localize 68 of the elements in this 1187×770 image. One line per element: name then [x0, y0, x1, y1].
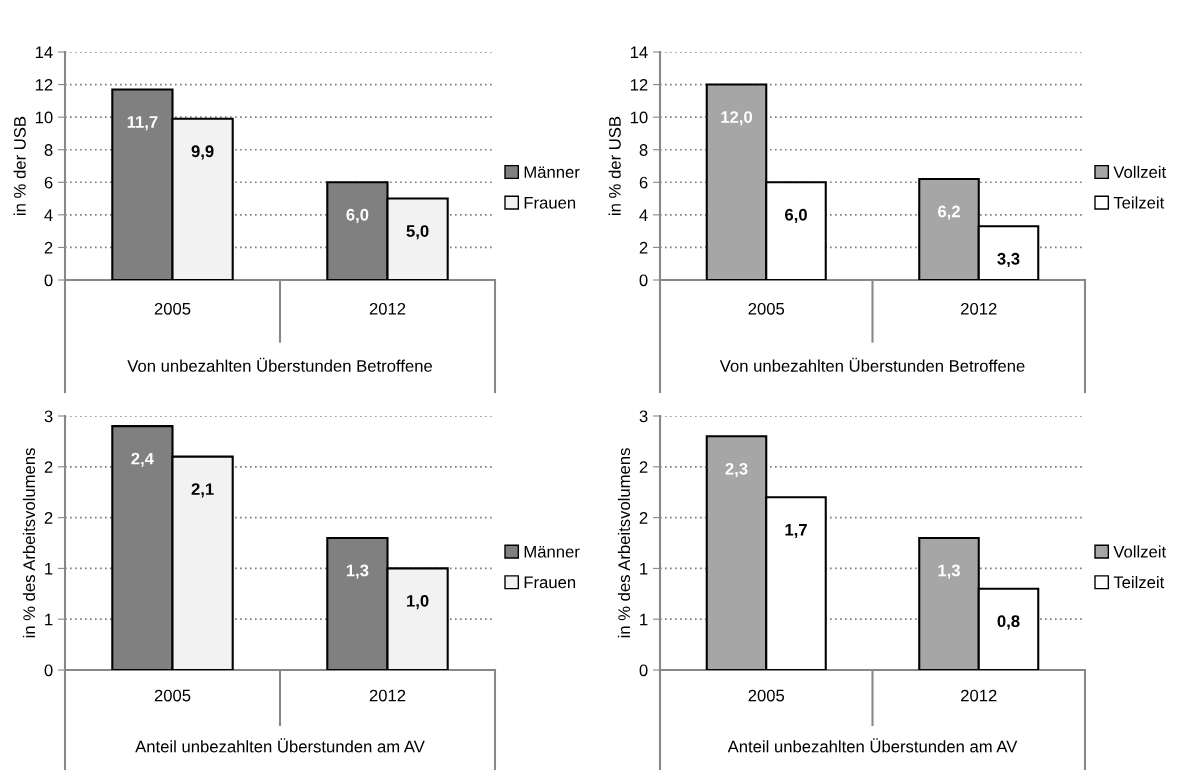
legend-label: Männer [524, 166, 580, 179]
legend-label: Teilzeit [1113, 196, 1165, 209]
y-axis-title: in % des Arbeitsvolumens [22, 448, 36, 638]
y-tick-label: 2 [44, 461, 53, 473]
data-label: 6,0 [785, 208, 807, 224]
y-tick-label: 3 [44, 410, 53, 423]
data-label: 2,1 [191, 483, 214, 498]
y-tick-label: 4 [44, 209, 53, 221]
y-tick-label: 0 [639, 274, 648, 287]
y-tick-label: 4 [639, 209, 648, 221]
y-tick-label: 12 [630, 78, 648, 91]
y-tick-label: 0 [639, 664, 648, 677]
y-tick-label: 10 [630, 111, 648, 124]
data-label: 3,3 [997, 252, 1020, 268]
y-tick-label: 8 [44, 144, 53, 156]
y-tick-label: 8 [639, 144, 648, 156]
x-axis-title: Anteil unbezahlten Überstunden am AV [135, 738, 425, 753]
y-tick-label: 14 [35, 46, 53, 59]
legend-label: Frauen [524, 576, 576, 589]
x-tick-label: 2012 [369, 302, 406, 315]
y-tick-label: 0 [44, 664, 53, 677]
legend-label: Frauen [524, 197, 576, 209]
x-tick-label: 2012 [961, 302, 997, 315]
data-label: 1,3 [938, 564, 960, 579]
y-tick-label: 1 [45, 562, 53, 575]
legend-label: Vollzeit [1113, 165, 1167, 179]
data-label: 11,7 [127, 116, 158, 131]
data-label: 6,0 [346, 208, 369, 224]
y-tick-label: 2 [639, 241, 648, 254]
x-tick-label: 2005 [154, 689, 191, 702]
y-tick-label: 2 [44, 512, 53, 524]
y-tick-label: 1 [45, 613, 53, 626]
data-label: 2,4 [131, 452, 154, 467]
x-axis-title: Anteil unbezahlten Überstunden am AV [727, 738, 1018, 753]
y-tick-label: 0 [44, 274, 53, 287]
y-tick-label: 14 [630, 46, 648, 59]
y-tick-label: 3 [639, 410, 648, 423]
y-tick-label: 10 [35, 111, 53, 124]
y-tick-label: 6 [639, 176, 648, 189]
x-tick-label: 2012 [369, 689, 406, 702]
y-axis-title: in % der USB [608, 116, 621, 215]
x-tick-label: 2005 [748, 689, 785, 702]
legend-label: Männer [524, 545, 580, 558]
y-axis-title: in % der USB [13, 116, 26, 215]
y-tick-label: 12 [35, 78, 53, 91]
data-label: 0,8 [997, 615, 1020, 630]
y-axis-title: in % des Arbeitsvolumens [617, 448, 631, 638]
data-label: 1,3 [346, 564, 369, 579]
legend-label: Teilzeit [1113, 575, 1165, 589]
data-label: 2,3 [725, 462, 748, 478]
legend-label: Vollzeit [1113, 545, 1167, 558]
data-label: 1,0 [407, 594, 429, 610]
x-axis-title: Von unbezahlten Überstunden Betroffene [719, 357, 1025, 372]
x-tick-label: 2005 [154, 302, 191, 315]
data-label: 1,7 [785, 524, 807, 539]
x-tick-label: 2012 [961, 689, 997, 702]
data-label: 5,0 [406, 225, 429, 240]
y-tick-label: 2 [44, 241, 53, 254]
x-axis-title: Von unbezahlten Überstunden Betroffene [127, 357, 433, 372]
y-tick-label: 2 [639, 512, 648, 524]
data-label: 9,9 [191, 145, 214, 160]
x-tick-label: 2005 [748, 302, 785, 315]
y-tick-label: 1 [640, 613, 648, 626]
y-tick-label: 2 [639, 461, 648, 473]
y-tick-label: 1 [640, 562, 648, 575]
data-label: 6,2 [938, 205, 960, 220]
y-tick-label: 6 [44, 176, 53, 189]
data-label: 12,0 [721, 111, 753, 126]
